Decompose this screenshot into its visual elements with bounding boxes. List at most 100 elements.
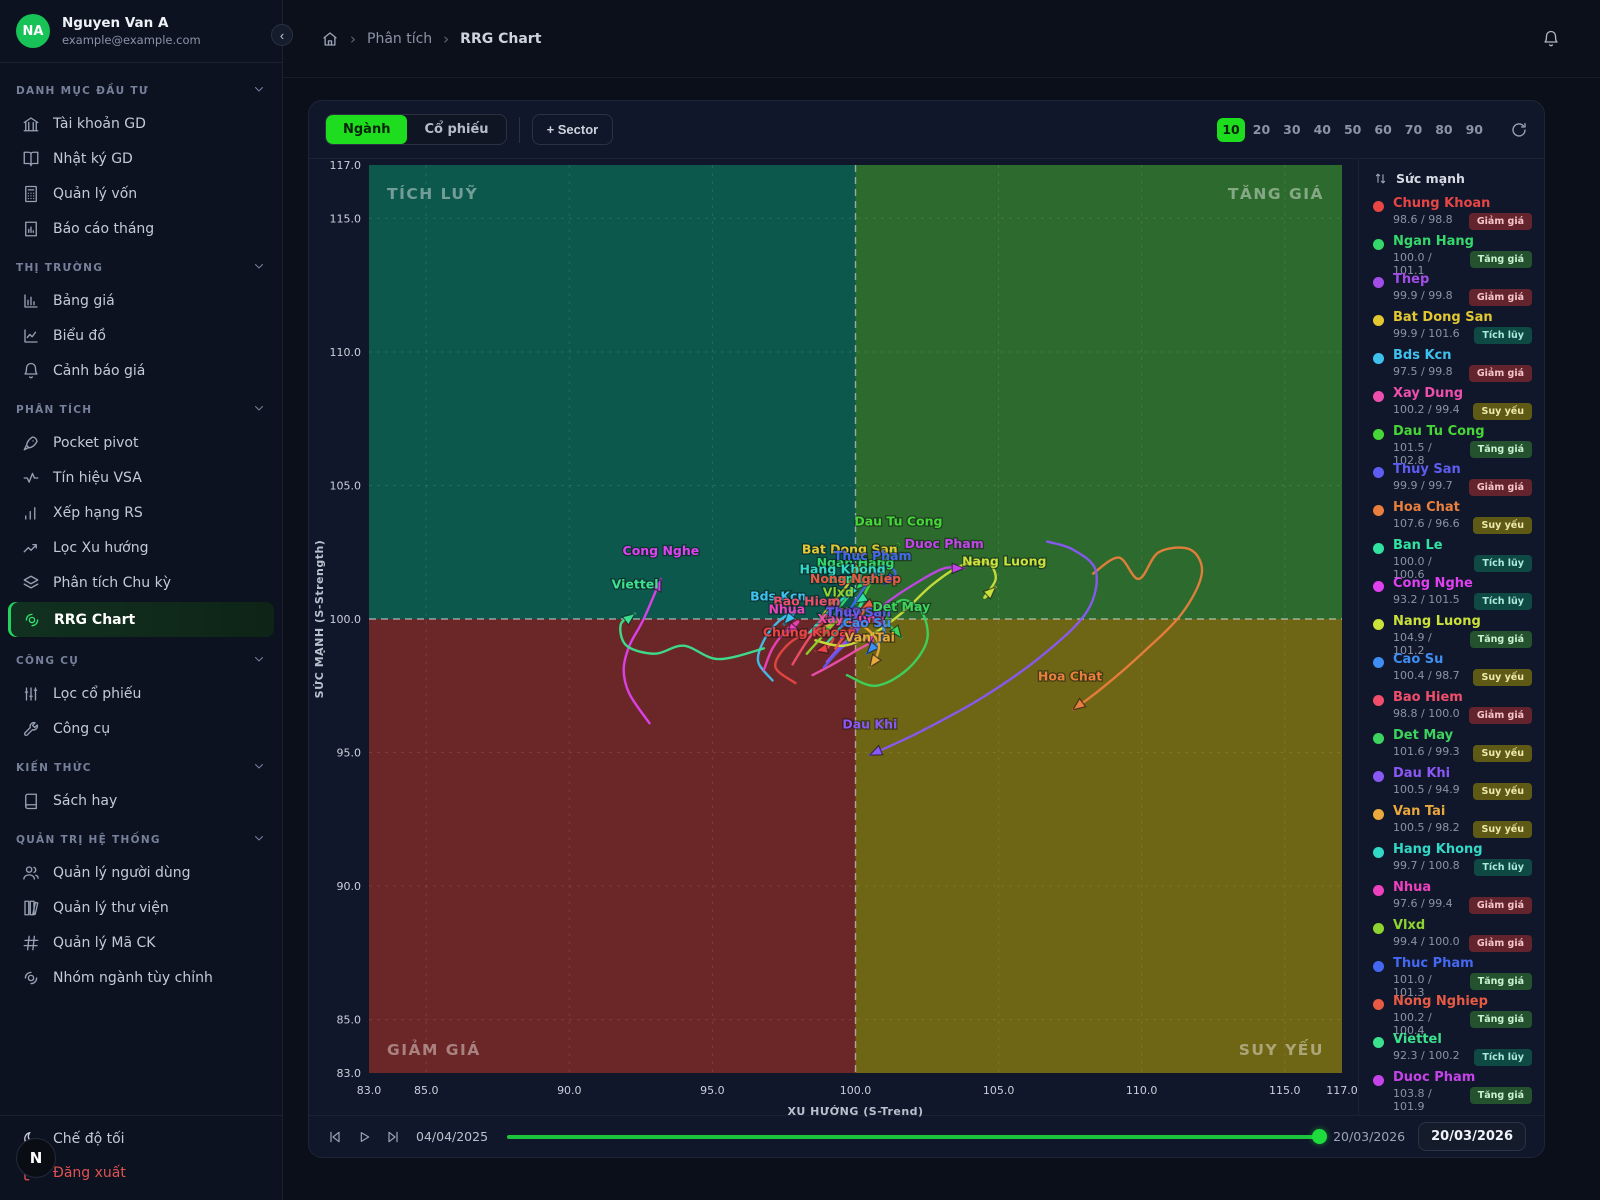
trail-cong-nghe[interactable] [622,577,663,725]
timeline-current-date-box[interactable]: 20/03/2026 [1418,1122,1526,1151]
sidebar-item-canh-bao-gia[interactable]: Cảnh báo giá [0,353,282,388]
trail-dau-khi[interactable] [868,540,1098,757]
sector-row-nhua[interactable]: Nhua 97.6 / 99.4 Giảm giá [1373,880,1532,918]
trail-thuc-pham[interactable] [839,564,898,629]
sidebar-item-cong-cu[interactable]: Công cụ [0,711,282,746]
user-block[interactable]: NA Nguyen Van A example@example.com [0,0,282,63]
rrg-chart-svg[interactable]: TÍCH LUỸ TĂNG GIÁ GIẢM GIÁ SUY YẾU Chung Kho… [309,159,1358,1117]
trail-nhua[interactable] [762,620,800,671]
sector-row-thuc-pham[interactable]: Thuc Pham 101.0 / 101.3 Tăng giá [1373,956,1532,999]
sidebar-item-sach-hay[interactable]: Sách hay [0,783,282,818]
sidebar-item-rrg-chart[interactable]: RRG Chart [8,602,274,637]
timeline-slider[interactable] [507,1129,1328,1145]
trail-hang-khong[interactable] [808,583,860,634]
sector-row-ngan-hang[interactable]: Ngan Hang 100.0 / 101.1 Tăng giá [1373,234,1532,277]
sector-row-thep[interactable]: Thep 99.9 / 99.8 Giảm giá [1373,272,1532,310]
home-icon[interactable] [321,30,339,48]
play-icon[interactable] [356,1129,372,1145]
sidebar-item-pocket-pivot[interactable]: Pocket pivot [0,425,282,460]
sector-name: Bat Dong San [1393,310,1493,325]
sidebar-item-tai-khoan-gd[interactable]: Tài khoản GD [0,106,282,141]
sector-row-det-may[interactable]: Det May 101.6 / 99.3 Suy yếu [1373,728,1532,766]
tail-length-80[interactable]: 80 [1435,122,1453,137]
sidebar-section-quan-tri-he-thong[interactable]: QUẢN TRỊ HỆ THỐNG [0,818,282,855]
sector-row-thuy-san[interactable]: Thuy San 99.9 / 99.7 Giảm giá [1373,462,1532,500]
sidebar-item-quan-ly-nguoi-dung[interactable]: Quản lý người dùng [0,855,282,890]
tail-length-60[interactable]: 60 [1374,122,1392,137]
tail-length-40[interactable]: 40 [1313,122,1331,137]
trail-duoc-pham[interactable] [839,562,966,639]
sidebar-item-quan-ly-thu-vien[interactable]: Quản lý thư viện [0,890,282,925]
trail-nang-luong[interactable] [814,560,997,648]
strength-panel-title[interactable]: Sức mạnh [1359,171,1544,196]
sector-row-nang-luong[interactable]: Nang Luong 104.9 / 101.2 Tăng giá [1373,614,1532,657]
rrg-chart[interactable]: TÍCH LUỸ TĂNG GIÁ GIẢM GIÁ SUY YẾU Chung Kho… [309,159,1358,1117]
sector-row-bat-dong-san[interactable]: Bat Dong San 99.9 / 101.6 Tích lũy [1373,310,1532,348]
brand-badge[interactable]: N [16,1138,56,1178]
status-badge: Tích lũy [1474,859,1532,876]
sector-row-chung-khoan[interactable]: Chung Khoan 98.6 / 98.8 Giảm giá [1373,196,1532,234]
sidebar-item-tin-hieu-vsa[interactable]: Tín hiệu VSA [0,460,282,495]
sidebar-item-nhat-ky-gd[interactable]: Nhật ký GD [0,141,282,176]
sidebar-item-xep-hang-rs[interactable]: Xếp hạng RS [0,495,282,530]
trail-ban-le[interactable] [825,591,870,645]
tail-length-90[interactable]: 90 [1465,122,1483,137]
sidebar-item-nhom-nganh-tuy-chinh[interactable]: Nhóm ngành tùy chỉnh [0,960,282,995]
sector-row-cao-su[interactable]: Cao Su 100.4 / 98.7 Suy yếu [1373,652,1532,690]
tail-length-70[interactable]: 70 [1404,122,1423,137]
tail-length-50[interactable]: 50 [1343,122,1362,137]
sidebar-section-kien-thuc[interactable]: KIẾN THỨC [0,746,282,783]
trail-hoa-chat[interactable] [1071,546,1204,711]
sector-row-dau-khi[interactable]: Dau Khi 100.5 / 94.9 Suy yếu [1373,766,1532,804]
trail-det-may[interactable] [845,598,929,688]
sidebar-item-loc-co-phieu[interactable]: Lọc cổ phiếu [0,676,282,711]
tail-length-20[interactable]: 20 [1252,122,1271,137]
tab-nganh[interactable]: Ngành [326,115,408,144]
skip-to-start-icon[interactable] [327,1129,343,1145]
sector-row-vlxd[interactable]: Vlxd 99.4 / 100.0 Giảm giá [1373,918,1532,956]
timeline-knob[interactable] [1312,1129,1328,1144]
sidebar-section-phan-tich[interactable]: PHÂN TÍCH [0,388,282,425]
sidebar-item-quan-ly-ma-ck[interactable]: Quản lý Mã CK [0,925,282,960]
sidebar-item-bao-cao-thang[interactable]: Báo cáo tháng [0,211,282,246]
sector-row-duoc-pham[interactable]: Duoc Pham 103.8 / 101.9 Tăng giá [1373,1070,1532,1113]
trail-van-tai[interactable] [817,620,882,669]
sidebar-item-bieu-do[interactable]: Biểu đồ [0,318,282,353]
sector-name: Hang Khong [1393,842,1483,857]
sidebar-section-thi-truong[interactable]: THỊ TRƯỜNG [0,246,282,283]
sidebar-item-phan-tich-chu-ky[interactable]: Phân tích Chu kỳ [0,565,282,600]
sector-row-nong-nghiep[interactable]: Nong Nghiep 100.2 / 100.4 Tăng giá [1373,994,1532,1037]
sector-row-dau-tu-cong[interactable]: Dau Tu Cong 101.5 / 102.8 Tăng giá [1373,424,1532,467]
tail-length-10[interactable]: 10 [1217,117,1245,142]
sector-row-hoa-chat[interactable]: Hoa Chat 107.6 / 96.6 Suy yếu [1373,500,1532,538]
refresh-icon[interactable] [1510,121,1528,139]
sector-row-bao-hiem[interactable]: Bao Hiem 98.8 / 100.0 Giảm giá [1373,690,1532,728]
sidebar-section-danh-muc-dau-tu[interactable]: DANH MỤC ĐẦU TƯ [0,69,282,106]
sidebar-item-bang-gia[interactable]: Bảng giá [0,283,282,318]
trail-bat-dong-san[interactable] [814,562,865,629]
trail-bds-kcn[interactable] [756,609,797,682]
sidebar-section-cong-cu[interactable]: CÔNG CỤ [0,639,282,676]
tab-co-phieu[interactable]: Cổ phiếu [424,122,489,137]
sector-row-xay-dung[interactable]: Xay Dung 100.2 / 99.4 Suy yếu [1373,386,1532,424]
trail-vlxd[interactable] [805,605,851,655]
sector-row-viettel[interactable]: Viettel 92.3 / 100.2 Tích lũy [1373,1032,1532,1070]
sector-row-ban-le[interactable]: Ban Le 100.0 / 100.6 Tích lũy [1373,538,1532,581]
sector-values: 100.2 / 99.4 [1393,402,1460,416]
sector-values: 97.5 / 99.8 [1393,364,1453,378]
sector-row-van-tai[interactable]: Van Tai 100.5 / 98.2 Suy yếu [1373,804,1532,842]
sidebar-item-loc-xu-huong[interactable]: Lọc Xu hướng [0,530,282,565]
tail-length-30[interactable]: 30 [1283,122,1301,137]
trail-viettel[interactable] [619,612,766,661]
sector-values: 101.0 / 101.3 [1393,972,1432,999]
skip-to-end-icon[interactable] [385,1129,401,1145]
sidebar-collapse-button[interactable]: ‹ [271,24,293,46]
sector-dot [1373,923,1384,934]
add-sector-button[interactable]: + Sector [531,114,614,145]
breadcrumb-item-phan-tich[interactable]: Phân tích [367,30,433,47]
sidebar-item-quan-ly-von[interactable]: Quản lý vốn [0,176,282,211]
sector-row-cong-nghe[interactable]: Cong Nghe 93.2 / 101.5 Tích lũy [1373,576,1532,614]
bell-icon[interactable] [1542,30,1560,48]
sector-row-bds-kcn[interactable]: Bds Kcn 97.5 / 99.8 Giảm giá [1373,348,1532,386]
sector-row-hang-khong[interactable]: Hang Khong 99.7 / 100.8 Tích lũy [1373,842,1532,880]
